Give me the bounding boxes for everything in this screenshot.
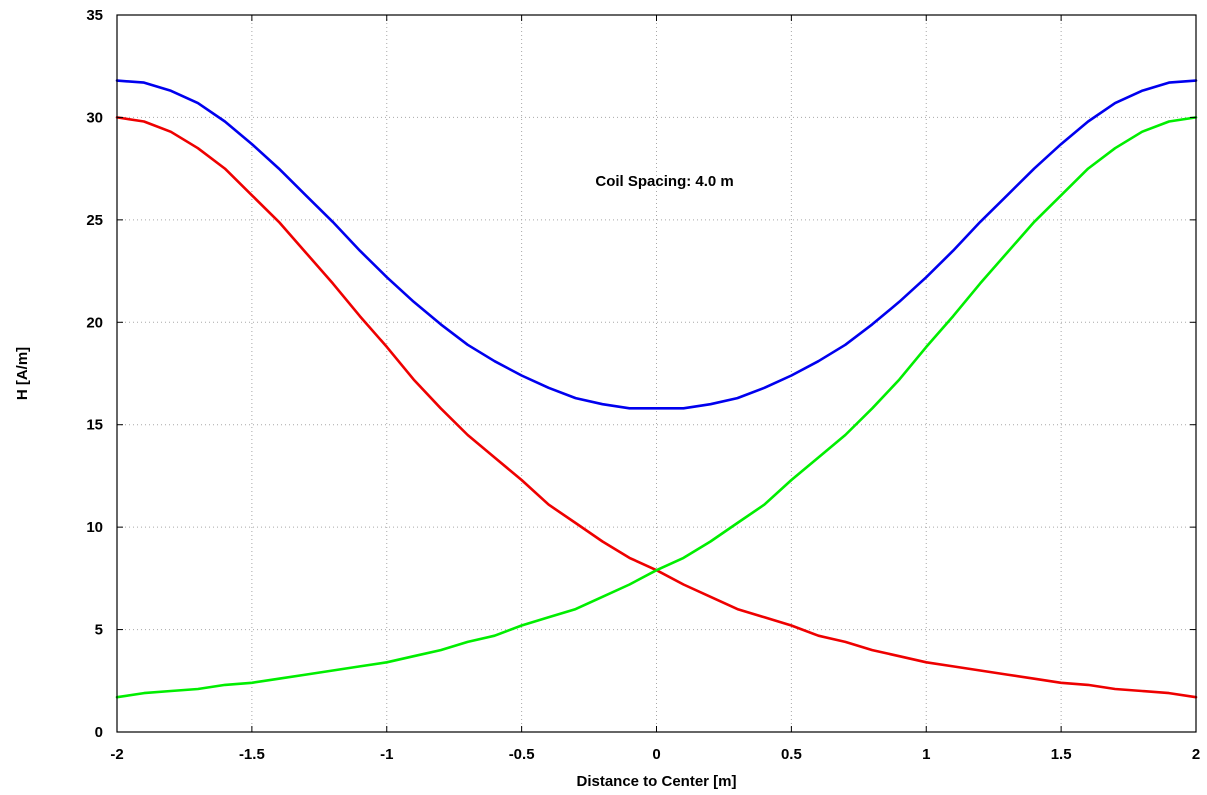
series-line-3	[115, 116, 1198, 699]
x-tick-label: -1.5	[239, 746, 265, 763]
series-group	[115, 79, 1198, 699]
x-tick-label: 1.5	[1051, 746, 1072, 763]
x-tick-label: -2	[110, 746, 123, 763]
grid	[117, 15, 1196, 732]
y-tick-label: 30	[86, 109, 103, 126]
x-axis-title: Distance to Center [m]	[576, 773, 736, 790]
coil-spacing-annotation: Coil Spacing: 4.0 m	[595, 173, 733, 190]
axis-ticks	[116, 14, 1197, 733]
y-tick-label: 10	[86, 519, 103, 536]
y-tick-label: 35	[86, 7, 103, 24]
y-tick-label: 25	[86, 212, 103, 229]
y-tick-label: 15	[86, 417, 103, 434]
y-tick-label: 5	[95, 622, 103, 639]
x-tick-label: 1	[922, 746, 930, 763]
x-tick-label: -1	[380, 746, 393, 763]
x-tick-label: 0	[652, 746, 660, 763]
y-axis-title: H [A/m]	[14, 347, 31, 400]
plot-frame	[116, 14, 1197, 733]
series-line-1	[115, 79, 1198, 410]
y-tick-label: 20	[86, 314, 103, 331]
x-tick-label: 2	[1192, 746, 1200, 763]
x-tick-label: -0.5	[509, 746, 535, 763]
x-tick-label: 0.5	[781, 746, 802, 763]
y-tick-label: 0	[95, 724, 103, 741]
